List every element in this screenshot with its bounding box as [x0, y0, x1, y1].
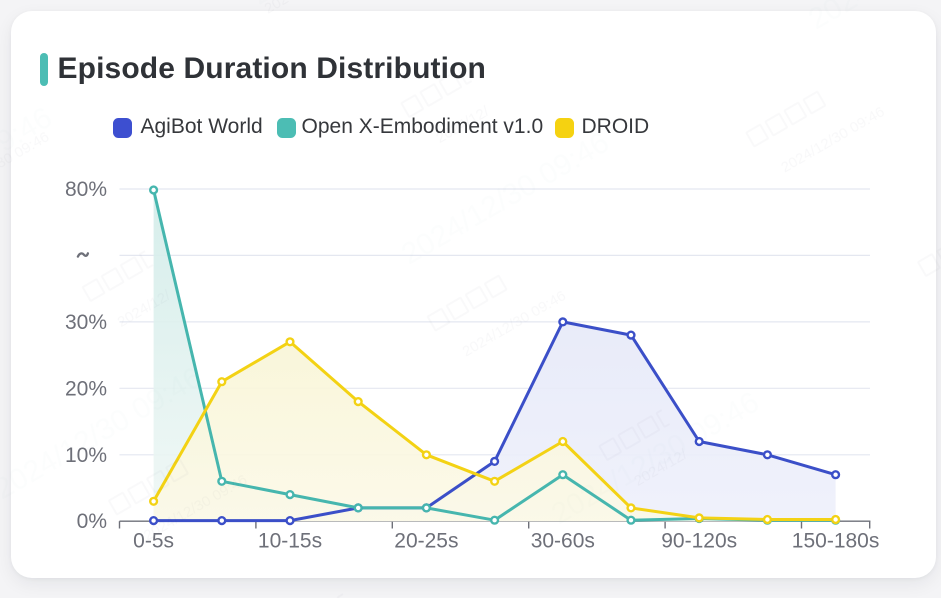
svg-text:30%: 30%	[65, 311, 107, 334]
svg-text:0%: 0%	[77, 510, 107, 533]
svg-text:90-120s: 90-120s	[661, 530, 737, 553]
svg-text:150-180s: 150-180s	[792, 530, 880, 553]
svg-text:20%: 20%	[65, 377, 107, 400]
svg-text:10%: 10%	[65, 444, 107, 467]
svg-text:20-25s: 20-25s	[394, 530, 458, 553]
svg-text:0-5s: 0-5s	[133, 530, 174, 553]
svg-text:80%: 80%	[65, 178, 107, 201]
svg-text:30-60s: 30-60s	[531, 530, 595, 553]
svg-text:10-15s: 10-15s	[258, 530, 322, 553]
